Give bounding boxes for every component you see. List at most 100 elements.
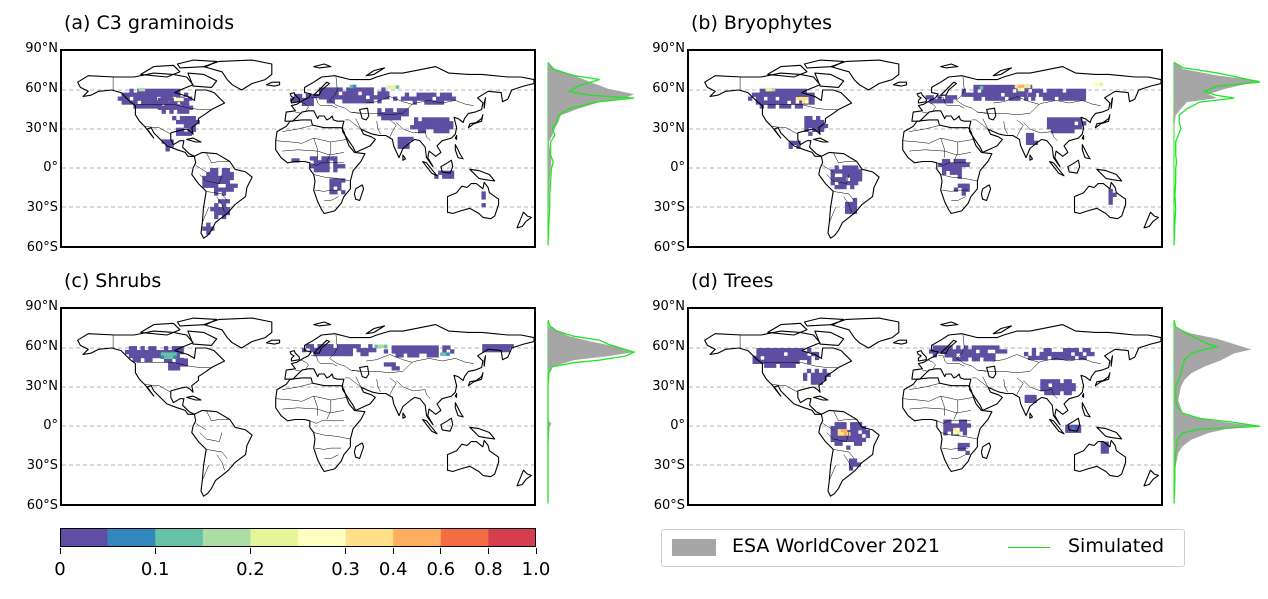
fraction-cell — [160, 88, 165, 93]
fraction-cell — [437, 121, 442, 126]
country-border — [313, 396, 318, 416]
esa-worldcover-profile — [1174, 320, 1260, 504]
colorbar-tick-label: 0.2 — [236, 559, 265, 580]
fraction-cell — [425, 125, 430, 130]
fraction-cell — [321, 348, 326, 353]
coastline-iceland — [265, 81, 281, 87]
fraction-cell — [1074, 351, 1079, 357]
country-border — [938, 355, 965, 367]
fraction-cell — [125, 92, 130, 97]
fraction-cell — [372, 348, 377, 353]
fraction-cell — [987, 345, 992, 350]
fraction-cell — [961, 92, 966, 97]
fraction-cell — [325, 348, 330, 353]
fraction-cell — [486, 348, 491, 353]
fraction-cell — [991, 357, 996, 362]
fraction-cell — [933, 99, 938, 104]
esa-worldcover-profile — [1174, 62, 1260, 246]
country-border — [936, 420, 971, 424]
fraction-cell — [441, 121, 446, 126]
fraction-cell — [830, 437, 835, 442]
fraction-cell — [975, 357, 980, 362]
fraction-cell — [1050, 92, 1055, 97]
fraction-cell — [482, 344, 487, 349]
fraction-cell — [794, 92, 800, 97]
country-border — [324, 196, 339, 201]
fraction-cell — [309, 164, 315, 169]
coastline-uk — [916, 350, 927, 362]
panel-a-lat-labels: 90°N 60°N 30°N 0° 30°S 60°S — [12, 41, 60, 255]
fraction-cell — [798, 88, 803, 93]
fraction-cell — [1055, 383, 1061, 388]
fraction-cell — [133, 92, 138, 97]
fraction-cell — [175, 366, 181, 371]
fraction-cell — [180, 97, 184, 102]
fraction-cell — [937, 99, 942, 104]
fraction-cell — [1024, 351, 1029, 357]
fraction-cell — [956, 349, 961, 354]
panel-d-map — [687, 307, 1163, 506]
fraction-cell — [313, 156, 318, 161]
coastline-africa — [902, 377, 993, 473]
fraction-cell — [1082, 121, 1087, 126]
fraction-cell — [229, 171, 234, 177]
colorbar-segment — [345, 529, 394, 546]
fraction-cell — [1054, 125, 1059, 130]
fraction-cell — [764, 363, 769, 368]
fraction-cell — [1063, 387, 1068, 392]
fraction-cell — [816, 119, 821, 125]
fraction-cell — [414, 121, 419, 126]
fraction-cell — [961, 442, 966, 448]
fraction-cell — [1044, 387, 1049, 392]
fraction-cell — [816, 116, 821, 121]
country-border — [993, 96, 1040, 105]
fraction-cell — [137, 96, 142, 101]
fraction-cell — [318, 91, 324, 96]
fraction-cell — [417, 125, 423, 130]
fraction-cell — [373, 95, 378, 100]
fraction-cell — [1039, 355, 1044, 361]
fraction-cell — [953, 427, 957, 432]
fraction-cell — [752, 359, 757, 364]
fraction-cell — [992, 92, 998, 97]
coastline-australia — [1073, 439, 1127, 478]
fraction-cell — [1024, 398, 1029, 403]
fraction-cell — [947, 419, 952, 424]
fraction-cell — [791, 355, 796, 361]
fraction-cell — [356, 344, 361, 349]
fraction-cell — [846, 445, 851, 450]
fraction-cell — [430, 349, 435, 354]
fraction-cell — [843, 429, 848, 433]
legend-simulated-label: Simulated — [1068, 535, 1165, 557]
fraction-cell — [163, 346, 169, 351]
fraction-cell — [945, 95, 950, 100]
fraction-cell — [141, 92, 146, 97]
fraction-cell — [854, 441, 859, 446]
fraction-cell — [214, 175, 219, 181]
fraction-cell — [357, 95, 363, 100]
fraction-cell — [381, 116, 386, 121]
fraction-cell — [210, 183, 215, 188]
fraction-cell — [1082, 355, 1087, 361]
fraction-cell — [1108, 196, 1113, 201]
fraction-cell — [964, 357, 969, 362]
fraction-cell — [225, 187, 230, 192]
fraction-cell — [161, 109, 166, 114]
fraction-cell — [412, 96, 417, 101]
coastline-south-america — [818, 409, 880, 497]
fraction-cell — [948, 349, 953, 354]
fraction-cell — [1066, 121, 1071, 126]
fraction-cell — [953, 162, 958, 168]
fraction-cell — [1058, 88, 1063, 93]
coastline-madagascar — [353, 442, 365, 460]
fraction-cell — [779, 355, 785, 361]
country-border — [909, 407, 971, 414]
colorbar-segment — [107, 529, 156, 546]
fraction-cell — [783, 96, 788, 101]
fraction-cell — [148, 100, 154, 105]
fraction-cell — [391, 349, 396, 354]
fraction-cell — [1038, 88, 1044, 93]
colorbar-segment — [250, 529, 299, 546]
fraction-cell — [854, 177, 859, 182]
fraction-cell — [973, 96, 978, 101]
